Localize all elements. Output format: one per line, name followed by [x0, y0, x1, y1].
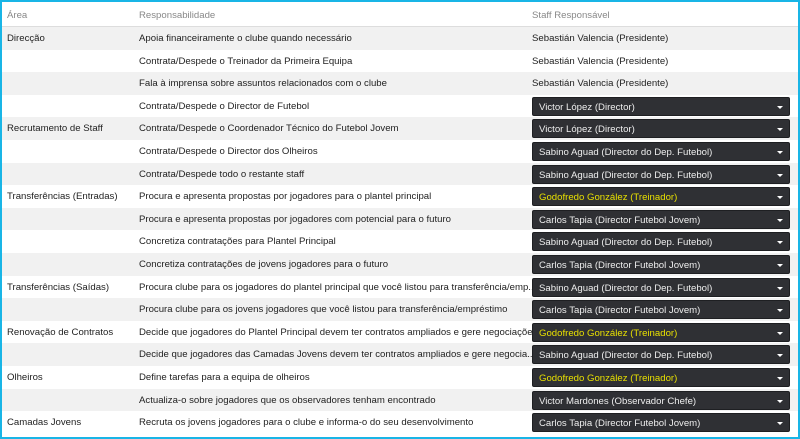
staff-select-value: Victor López (Director) — [539, 124, 635, 136]
header-responsibility: Responsabilidade — [139, 10, 216, 21]
table-row: Concretiza contratações para Plantel Pri… — [2, 230, 798, 253]
chevron-down-icon — [777, 241, 783, 245]
table-row: Actualiza-o sobre jogadores que os obser… — [2, 388, 798, 412]
chevron-down-icon — [777, 422, 783, 426]
staff-select[interactable]: Godofredo González (Treinador) — [532, 322, 790, 342]
staff-select[interactable]: Sabino Aguad (Director do Dep. Futebol) — [532, 164, 790, 184]
staff-select[interactable]: Sabino Aguad (Director do Dep. Futebol) — [532, 277, 790, 297]
area-label: Direcção — [7, 33, 45, 44]
staff-select-value: Victor López (Director) — [539, 101, 635, 113]
staff-select[interactable]: Carlos Tapia (Director Futebol Jovem) — [532, 413, 790, 433]
chevron-down-icon — [777, 151, 783, 154]
staff-select[interactable]: Victor López (Director) — [532, 119, 790, 139]
staff-select[interactable]: Sabino Aguad (Director do Dep. Futebol) — [532, 345, 790, 365]
responsibility-label: Actualiza-o sobre jogadores que os obser… — [139, 394, 436, 406]
table-row: Concretiza contratações de jovens jogado… — [2, 253, 798, 276]
table-row: Transferências (Saídas) Procura clube pa… — [2, 276, 798, 299]
staff-select-value: Sabino Aguad (Director do Dep. Futebol) — [539, 169, 713, 181]
table-row: Olheiros Define tarefas para a equipa de… — [2, 366, 798, 389]
chevron-down-icon — [777, 218, 783, 222]
table-row: Procura clube para os jovens jogadores q… — [2, 298, 798, 321]
area-label: Recrutamento de Staff — [7, 123, 103, 135]
staff-select[interactable]: Carlos Tapia (Director Futebol Jovem) — [532, 300, 790, 320]
chevron-down-icon — [777, 309, 783, 313]
staff-select-value: Carlos Tapia (Director Futebol Jovem) — [539, 418, 701, 430]
chevron-down-icon — [777, 264, 783, 267]
responsibility-label: Procura clube para os jovens jogadores q… — [139, 304, 508, 316]
staff-label: Sebastián Valencia (Presidente) — [532, 33, 669, 44]
staff-select-value: Godofredo González (Treinador) — [539, 327, 678, 339]
table-row: Fala à imprensa sobre assuntos relaciona… — [2, 72, 798, 95]
responsibility-label: Contrata/Despede o Treinador da Primeira… — [139, 55, 353, 67]
staff-select[interactable]: Carlos Tapia (Director Futebol Jovem) — [532, 255, 790, 274]
chevron-down-icon — [777, 331, 783, 335]
chevron-down-icon — [777, 173, 783, 177]
table-row: Procura e apresenta propostas por jogado… — [2, 207, 798, 231]
chevron-down-icon — [777, 196, 783, 200]
responsibility-label: Contrata/Despede todo o restante staff — [139, 168, 305, 180]
table-header: Área Responsabilidade Staff Responsável — [2, 2, 798, 27]
area-label: Transferências (Entradas) — [7, 191, 118, 203]
staff-select-value: Sabino Aguad (Director do Dep. Futebol) — [539, 282, 713, 294]
staff-select-value: Sabino Aguad (Director do Dep. Futebol) — [539, 350, 713, 362]
responsibility-label: Recruta os jovens jogadores para o clube… — [139, 417, 474, 429]
responsibility-label: Fala à imprensa sobre assuntos relaciona… — [139, 78, 387, 90]
chevron-down-icon — [777, 286, 783, 290]
chevron-down-icon — [777, 399, 783, 403]
staff-select-value: Sabino Aguad (Director do Dep. Futebol) — [539, 147, 713, 158]
table-row: Transferências (Entradas) Procura e apre… — [2, 185, 798, 208]
staff-select-value: Victor Mardones (Observador Chefe) — [539, 395, 697, 407]
staff-select[interactable]: Sabino Aguad (Director do Dep. Futebol) — [532, 232, 790, 252]
staff-select-value: Godofredo González (Treinador) — [539, 373, 678, 384]
table-row: Recrutamento de Staff Contrata/Despede o… — [2, 117, 798, 140]
staff-select-value: Carlos Tapia (Director Futebol Jovem) — [539, 260, 701, 271]
staff-select-value: Carlos Tapia (Director Futebol Jovem) — [539, 305, 701, 317]
staff-select[interactable]: Godofredo González (Treinador) — [532, 187, 790, 207]
table-row: Renovação de Contratos Decide que jogado… — [2, 321, 798, 344]
table-row: Decide que jogadores das Camadas Jovens … — [2, 343, 798, 366]
responsibility-label: Contrata/Despede o Coordenador Técnico d… — [139, 123, 399, 135]
responsibility-label: Contrata/Despede o Director de Futebol — [139, 100, 310, 112]
staff-select-value: Carlos Tapia (Director Futebol Jovem) — [539, 214, 701, 226]
staff-label: Sebastián Valencia (Presidente) — [532, 78, 669, 90]
staff-select[interactable]: Carlos Tapia (Director Futebol Jovem) — [532, 209, 790, 229]
responsibility-label: Concretiza contratações para Plantel Pri… — [139, 236, 336, 248]
chevron-down-icon — [777, 105, 783, 109]
table-row: Contrata/Despede o Director dos Olheiros… — [2, 140, 798, 163]
responsibility-label: Apoia financeiramente o clube quando nec… — [139, 33, 352, 44]
staff-select[interactable]: Godofredo González (Treinador) — [532, 368, 790, 387]
header-area: Área — [7, 10, 28, 21]
responsibility-label: Define tarefas para a equipa de olheiros — [139, 372, 310, 383]
staff-select-value: Godofredo González (Treinador) — [539, 192, 678, 204]
responsibility-label: Concretiza contratações de jovens jogado… — [139, 259, 389, 270]
table-row: Contrata/Despede todo o restante staff S… — [2, 162, 798, 186]
area-label: Olheiros — [7, 372, 43, 383]
table-row: Direcção Apoia financeiramente o clube q… — [2, 27, 798, 50]
staff-label: Sebastián Valencia (Presidente) — [532, 55, 669, 67]
responsibility-label: Procura e apresenta propostas por jogado… — [139, 191, 432, 203]
staff-select[interactable]: Sabino Aguad (Director do Dep. Futebol) — [532, 142, 790, 161]
area-label: Camadas Jovens — [7, 417, 82, 429]
responsibility-label: Procura e apresenta propostas por jogado… — [139, 213, 451, 225]
chevron-down-icon — [777, 354, 783, 358]
chevron-down-icon — [777, 377, 783, 380]
table-row: Contrata/Despede o Treinador da Primeira… — [2, 50, 798, 73]
table-row: Camadas Jovens Recruta os jovens jogador… — [2, 411, 798, 434]
staff-select[interactable]: Victor Mardones (Observador Chefe) — [532, 390, 790, 410]
area-label: Transferências (Saídas) — [7, 281, 110, 293]
responsibility-label: Decide que jogadores das Camadas Jovens … — [139, 349, 536, 361]
responsibility-label: Procura clube para os jogadores do plant… — [139, 281, 537, 293]
header-staff: Staff Responsável — [532, 10, 610, 21]
staff-select-value: Sabino Aguad (Director do Dep. Futebol) — [539, 237, 713, 249]
area-label: Renovação de Contratos — [7, 326, 114, 338]
responsibility-label: Contrata/Despede o Director dos Olheiros — [139, 146, 318, 157]
responsibility-label: Decide que jogadores do Plantel Principa… — [139, 326, 538, 338]
chevron-down-icon — [777, 128, 783, 132]
table-row: Contrata/Despede o Director de Futebol V… — [2, 95, 798, 118]
staff-select[interactable]: Victor López (Director) — [532, 96, 790, 116]
